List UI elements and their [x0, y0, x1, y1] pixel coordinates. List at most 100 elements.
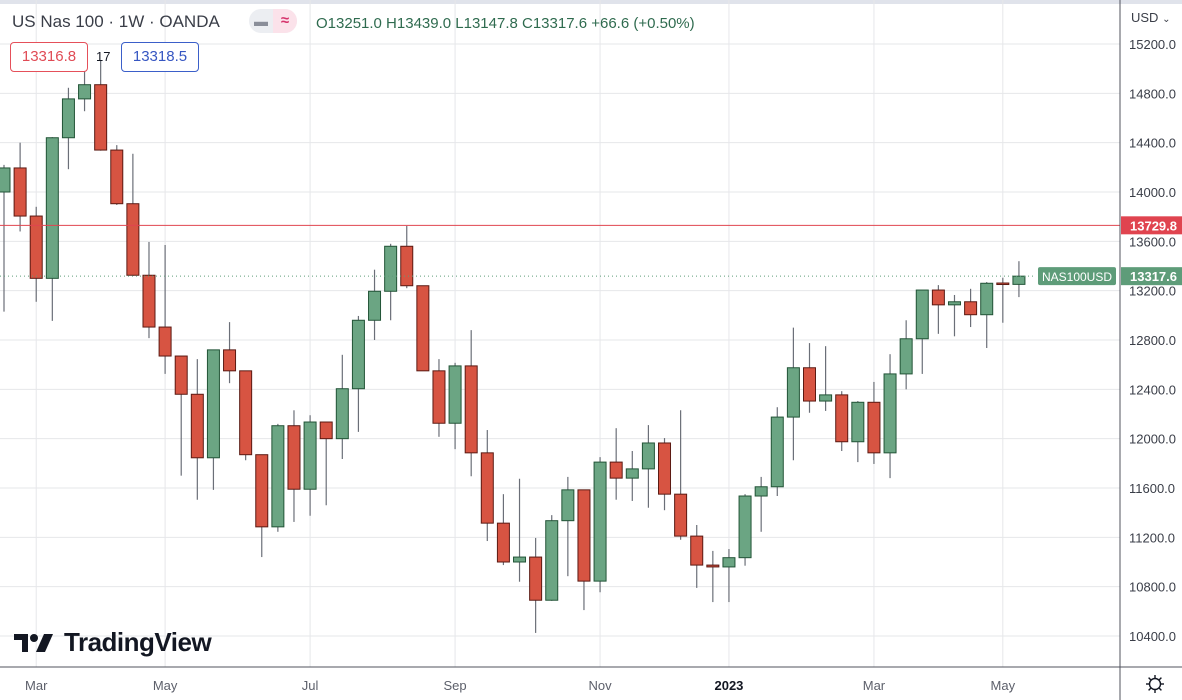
candle-body — [319, 421, 333, 440]
symbol-label-bg — [1038, 267, 1116, 286]
candle-body — [78, 84, 92, 100]
candle-body — [593, 461, 607, 582]
candle-down — [110, 145, 124, 205]
candle-body — [899, 338, 913, 375]
y-tick-label: 14800.0 — [1129, 86, 1176, 101]
minus-icon[interactable]: ▬ — [254, 13, 268, 29]
candle-down — [190, 359, 204, 500]
candle-body — [45, 137, 59, 279]
level-price-label: 13729.8 — [1130, 218, 1177, 233]
candle-body — [223, 349, 237, 372]
candle-body — [883, 373, 897, 454]
candle-up — [625, 450, 639, 501]
last-price-label: 13317.6 — [1130, 269, 1177, 284]
candle-body — [641, 442, 655, 470]
spread-value: 17 — [96, 49, 111, 64]
candle-body — [867, 401, 881, 454]
candle-body — [142, 274, 156, 328]
candle-down — [13, 142, 27, 232]
candle-down — [416, 285, 430, 372]
candle-body — [770, 416, 784, 488]
candle-body — [448, 365, 462, 424]
symbol-title[interactable]: US Nas 100 · 1W · OANDA — [12, 12, 220, 31]
x-tick-label: 2023 — [714, 678, 743, 693]
currency-selector[interactable]: USD ⌄ — [1131, 10, 1170, 25]
candle-down — [609, 428, 623, 500]
candle-up — [561, 476, 575, 577]
candle-down — [577, 489, 591, 611]
candle-down — [400, 225, 414, 289]
candle-up — [738, 494, 752, 566]
candle-body — [271, 425, 285, 528]
tradingview-logo: TradingView — [14, 627, 212, 658]
candle-up — [45, 137, 59, 321]
x-tick-label: Mar — [863, 678, 886, 693]
candle-body — [545, 520, 559, 601]
candle-body — [29, 215, 43, 279]
candle-body — [335, 388, 349, 440]
candle-body — [851, 401, 865, 443]
candle-body — [722, 557, 736, 568]
candle-body — [416, 285, 430, 372]
time-axis[interactable]: Mar May Jul Sep Nov 2023 Mar May — [25, 678, 1016, 693]
candle-body — [803, 367, 816, 402]
candle-body — [0, 167, 11, 193]
candle-up — [335, 354, 349, 460]
x-tick-label: May — [153, 678, 178, 693]
candle-up — [206, 349, 220, 490]
candle-up — [722, 549, 736, 603]
candle-down — [239, 370, 253, 461]
price-levels — [0, 224, 1120, 277]
candle-body — [239, 370, 253, 456]
gear-icon[interactable] — [1145, 674, 1165, 694]
candle-up — [271, 423, 285, 532]
candle-body — [190, 393, 204, 459]
candle-body — [110, 149, 124, 205]
grid — [0, 0, 1120, 667]
candle-body — [303, 421, 317, 490]
candle-body — [206, 349, 220, 459]
candle-body — [513, 556, 527, 563]
axis-price-labels: 13729.8 NAS100USD 13317.6 — [1038, 216, 1182, 286]
candle-up — [641, 425, 655, 508]
candle-up — [384, 243, 398, 321]
candle-body — [980, 282, 994, 316]
candle-up — [819, 346, 833, 411]
x-tick-label: May — [991, 678, 1016, 693]
candle-up — [851, 401, 865, 463]
candle-down — [432, 359, 446, 437]
candle-down — [931, 285, 945, 334]
candle-body — [400, 245, 414, 287]
buy-price-button[interactable]: 13318.5 — [121, 42, 199, 72]
candle-body — [915, 289, 929, 340]
y-tick-label: 11600.0 — [1129, 481, 1175, 496]
top-border — [0, 0, 1182, 4]
candle-body — [61, 98, 75, 139]
candle-body — [786, 367, 800, 418]
chart-mode-toggle[interactable]: ▬ ≈ — [249, 9, 297, 33]
candle-down — [319, 421, 333, 506]
price-axis[interactable]: 15200.0 14800.0 14400.0 14000.0 13600.0 13200… — [1129, 37, 1176, 644]
candle-down — [496, 494, 510, 566]
candle-down — [29, 206, 43, 302]
sell-price-button[interactable]: 13316.8 — [10, 42, 88, 72]
candle-down — [867, 381, 881, 464]
candle-up — [593, 457, 607, 593]
tradingview-mark-icon — [14, 633, 53, 652]
candle-up — [980, 282, 994, 349]
y-tick-label: 14000.0 — [1129, 185, 1176, 200]
y-tick-label: 15200.0 — [1129, 37, 1176, 52]
y-tick-label: 13600.0 — [1129, 234, 1176, 249]
candle-body — [996, 282, 1010, 286]
candle-down — [464, 330, 478, 477]
candle-body — [287, 425, 301, 490]
candle-down — [529, 537, 543, 633]
approx-icon[interactable]: ≈ — [273, 9, 297, 33]
candle-up — [1012, 261, 1026, 298]
x-tick-label: Sep — [444, 678, 467, 693]
candle-down — [158, 245, 172, 374]
candle-up — [513, 478, 527, 582]
y-tick-label: 13200.0 — [1129, 284, 1176, 299]
candle-up — [351, 315, 365, 432]
